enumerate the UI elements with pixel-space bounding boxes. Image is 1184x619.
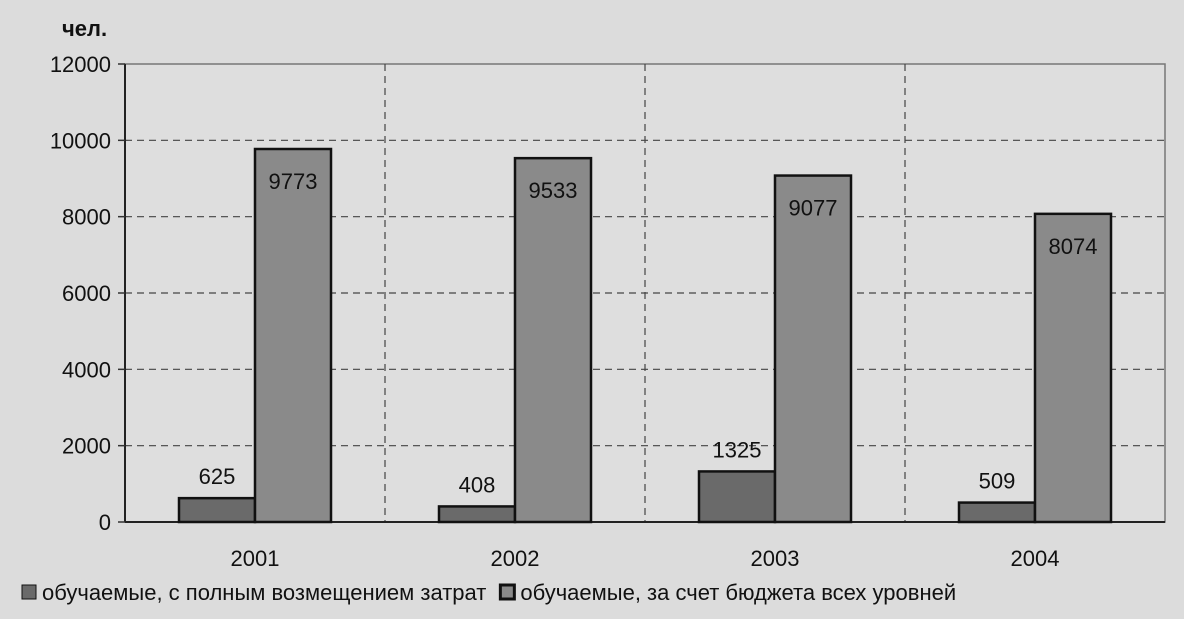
x-axis-ticks: 2001 2002 2003 2004 (231, 546, 1060, 571)
bar-2003-series-2 (773, 174, 853, 524)
y-tick-label: 0 (99, 510, 111, 535)
data-label: 509 (979, 469, 1016, 494)
legend: обучаемые, с полным возмещением затрат об… (21, 580, 956, 605)
data-label: 9077 (789, 196, 838, 221)
x-tick-label: 2003 (751, 546, 800, 571)
legend-swatch-2 (498, 583, 516, 601)
data-label: 625 (199, 464, 236, 489)
legend-label-2: обучаемые, за счет бюджета всех уровней (520, 580, 956, 605)
data-label: 9773 (269, 169, 318, 194)
data-label: 8074 (1049, 234, 1098, 259)
y-tick-label: 4000 (62, 357, 111, 382)
bar-2004-series-1 (957, 501, 1037, 524)
bar-2001-series-2 (253, 147, 333, 524)
bar-2004-series-2 (1033, 212, 1113, 524)
x-tick-label: 2001 (231, 546, 280, 571)
bar-2001-series-1 (177, 496, 257, 524)
y-tick-label: 2000 (62, 434, 111, 459)
y-tick-label: 10000 (50, 128, 111, 153)
y-axis-ticks: 0 2000 4000 6000 8000 10000 12000 (50, 52, 125, 535)
x-tick-label: 2002 (491, 546, 540, 571)
bar-2002-series-2 (513, 156, 593, 524)
bar-2002-series-1 (437, 505, 517, 524)
y-tick-label: 8000 (62, 205, 111, 230)
y-tick-label: 12000 (50, 52, 111, 77)
legend-swatch-1 (21, 584, 37, 600)
legend-label-1: обучаемые, с полным возмещением затрат (42, 580, 486, 605)
data-label: 1325 (713, 437, 762, 462)
data-label: 408 (459, 472, 496, 497)
y-axis-unit-label: чел. (62, 16, 107, 41)
y-tick-label: 6000 (62, 281, 111, 306)
bars: 625 9773 408 9533 1325 9077 509 8074 (177, 147, 1113, 524)
data-label: 9533 (529, 178, 578, 203)
bar-2003-series-1 (697, 470, 777, 524)
x-tick-label: 2004 (1011, 546, 1060, 571)
